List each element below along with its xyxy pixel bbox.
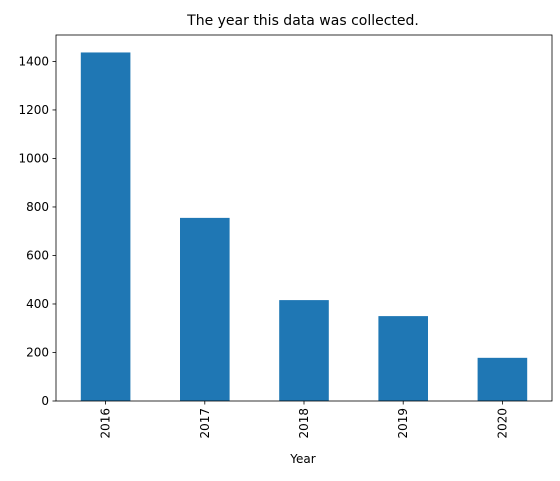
- x-tick-label: 2019: [396, 408, 410, 439]
- x-tick-label: 2020: [495, 408, 509, 439]
- y-tick-label: 1200: [18, 103, 49, 117]
- y-tick-label: 200: [26, 345, 49, 359]
- bar-2018: [279, 300, 329, 401]
- bar-2016: [80, 52, 131, 401]
- x-tick-label: 2018: [297, 408, 311, 439]
- x-tick-label: 2016: [99, 408, 113, 439]
- x-axis: 2016 2017 2018 2019 2020: [99, 401, 509, 439]
- y-tick-label: 600: [26, 248, 49, 262]
- bar-group: [80, 52, 528, 401]
- y-tick-label: 1400: [18, 54, 49, 68]
- y-tick-label: 800: [26, 200, 49, 214]
- plot-frame: [55, 34, 553, 402]
- bar-2017: [180, 217, 230, 401]
- bar-2019: [378, 316, 428, 401]
- x-tick-label: 2017: [198, 408, 212, 439]
- x-axis-label: Year: [289, 452, 315, 466]
- chart-title: The year this data was collected.: [186, 13, 419, 29]
- y-axis: 0 200 400 600 800 1000 1200 1400: [18, 54, 56, 408]
- y-tick-label: 400: [26, 297, 49, 311]
- y-tick-label: 0: [41, 394, 49, 408]
- y-tick-label: 1000: [18, 151, 49, 165]
- bar-2020: [477, 357, 528, 401]
